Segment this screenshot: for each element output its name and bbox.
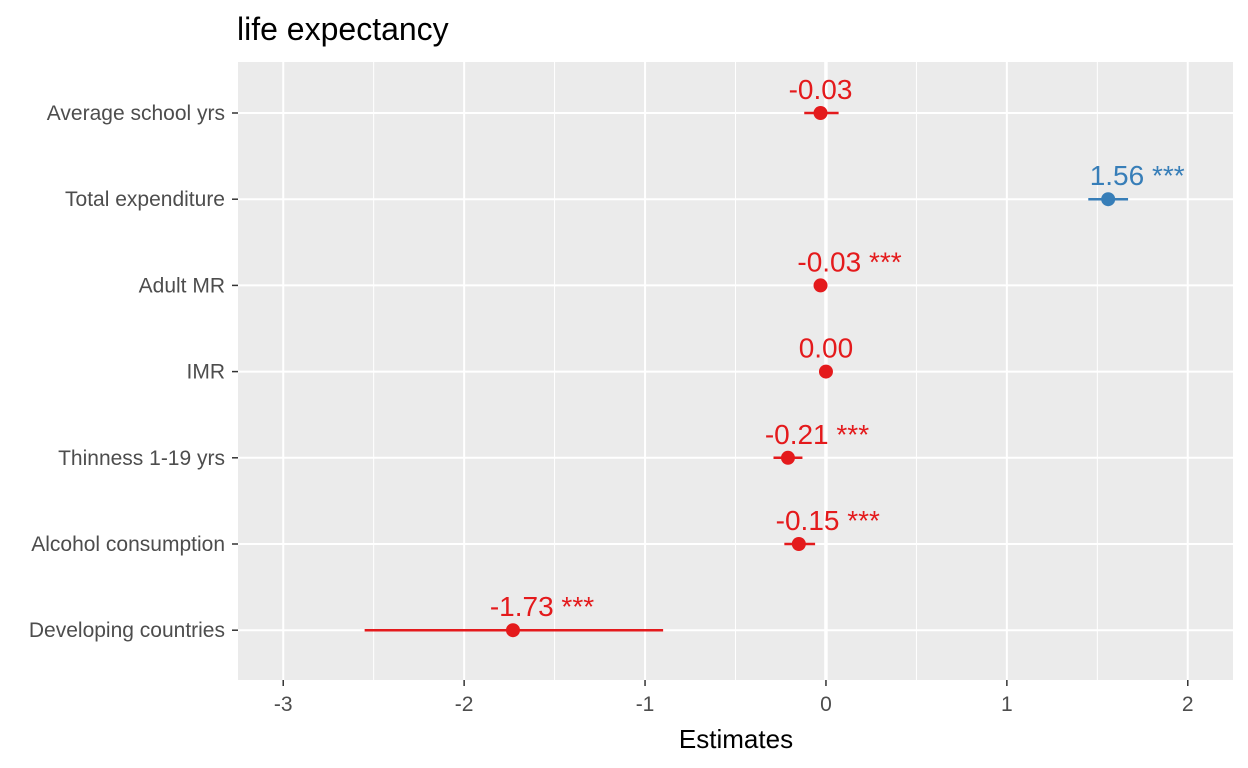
estimate-point <box>1101 192 1116 207</box>
estimate-point <box>813 106 828 120</box>
y-axis: Average school yrs Total expenditure Adult… <box>29 102 238 642</box>
x-tick-label: -1 <box>636 693 655 716</box>
estimate-marks: -0.03 1.56 *** -0.03 *** 0.00 -0.21 *** -0.15… <box>364 74 1185 638</box>
estimate-label: -0.03 *** <box>797 246 901 277</box>
estimate-point <box>818 364 833 379</box>
estimate-point <box>813 278 828 293</box>
x-tick-label: -2 <box>455 693 474 716</box>
y-tick-label: Total expenditure <box>65 188 225 211</box>
estimate-point <box>791 537 806 551</box>
estimate-label: -0.21 *** <box>765 419 869 450</box>
x-tick-label: -3 <box>274 693 293 716</box>
x-tick-label: 1 <box>1001 693 1013 716</box>
estimate-label: -1.73 *** <box>490 591 594 622</box>
chart-title: life expectancy <box>237 11 449 47</box>
estimate-label: 0.00 <box>799 333 854 364</box>
x-tick-label: 2 <box>1182 693 1194 716</box>
estimate-label: 1.56 *** <box>1090 160 1185 191</box>
y-tick-label: Developing countries <box>29 619 225 642</box>
y-tick-label: Alcohol consumption <box>31 533 225 556</box>
y-tick-label: Adult MR <box>139 274 225 297</box>
estimate-point <box>505 623 520 638</box>
y-tick-label: Thinness 1-19 yrs <box>58 447 225 470</box>
y-tick-label: Average school yrs <box>47 102 225 125</box>
x-tick-label: 0 <box>820 693 832 716</box>
y-tick-label: IMR <box>187 361 226 384</box>
estimate-label: -0.15 *** <box>776 505 880 536</box>
estimate-point <box>780 450 795 465</box>
x-axis-label: Estimates <box>679 724 793 754</box>
estimate-label: -0.03 <box>789 74 853 105</box>
x-axis: -3 -2 -1 0 1 2 <box>274 680 1194 716</box>
